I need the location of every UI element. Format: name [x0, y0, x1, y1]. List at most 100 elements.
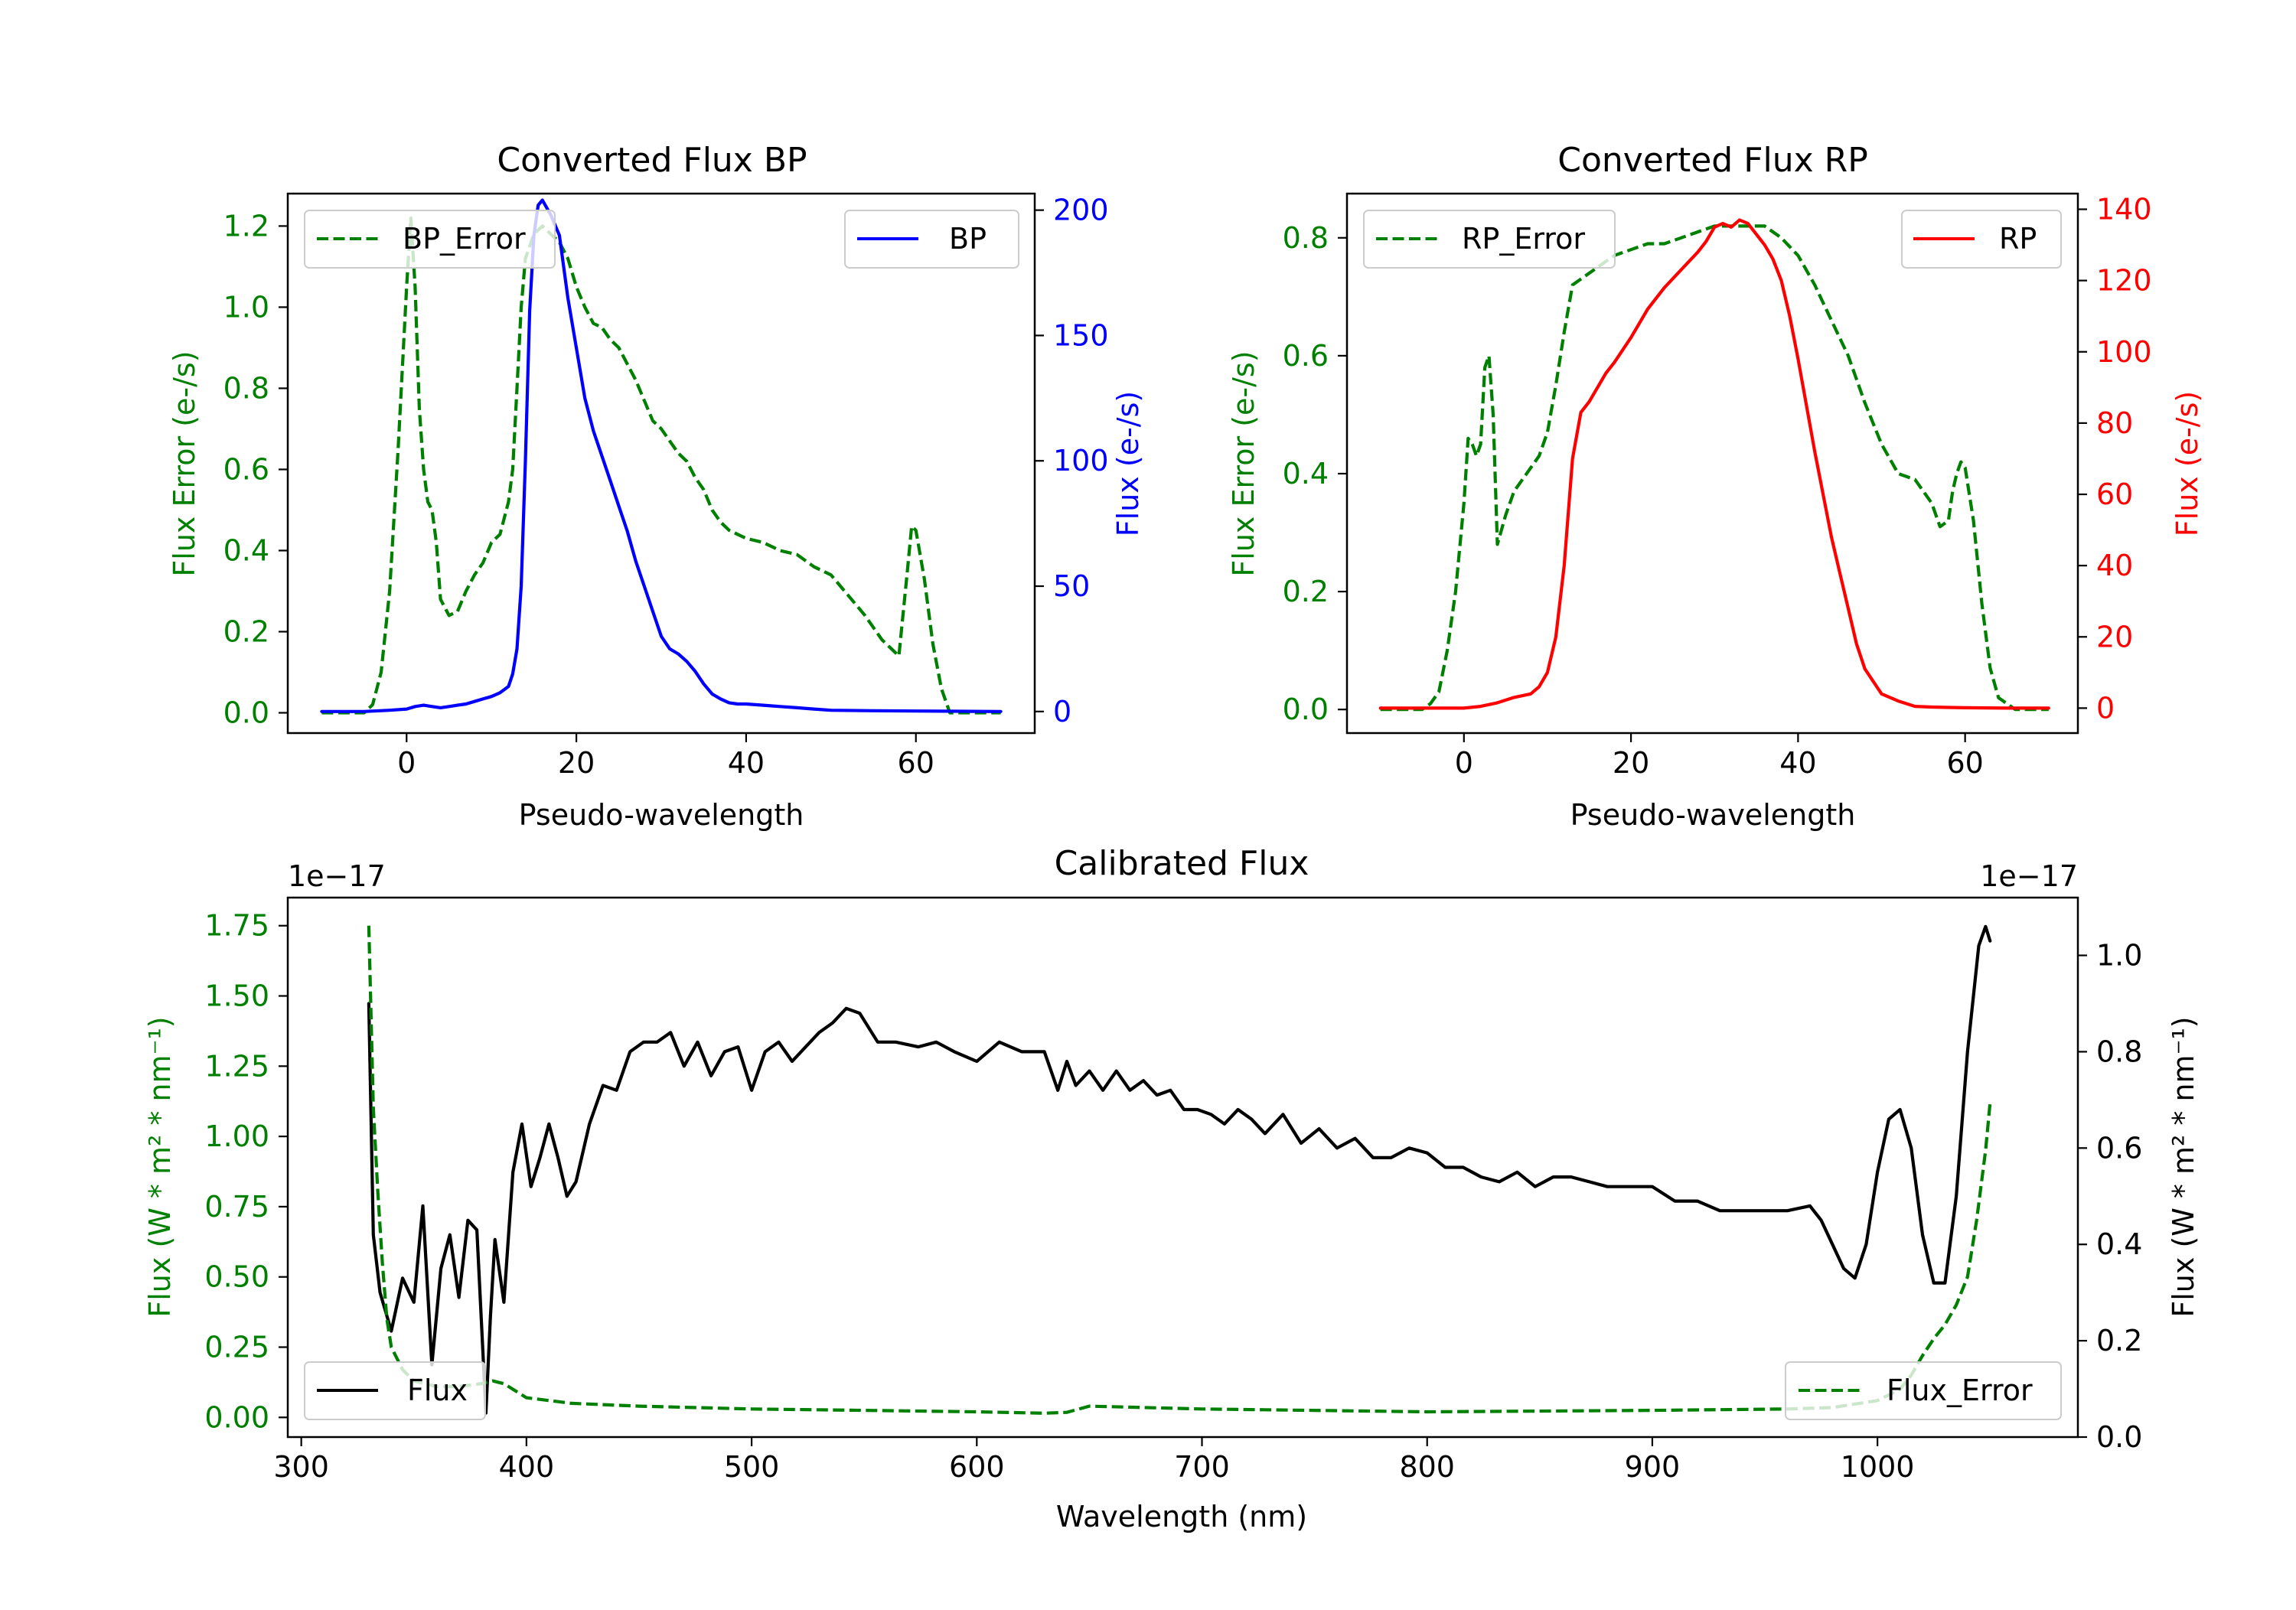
bp-x-tick-label: 0	[397, 746, 416, 780]
bp-chart-title: Converted Flux BP	[497, 141, 807, 180]
calibrated-series-flux-error-line	[367, 925, 1992, 1415]
calibrated-error-legend-label: Flux_Error	[1887, 1374, 2033, 1407]
rp-left-axis-label: Flux Error (e-/s)	[1227, 350, 1261, 576]
calibrated-x-ticks: 300 400 500 600 700 800 900 1000	[273, 1437, 1915, 1484]
rp-right-tick-label: 120	[2096, 264, 2152, 298]
calibrated-left-tick-label: 0.00	[204, 1400, 269, 1434]
calibrated-right-tick-label: 0.6	[2096, 1131, 2142, 1165]
bp-right-tick-label: 150	[1053, 318, 1109, 352]
bp-left-ticks: 0.0 0.2 0.4 0.6 0.8 1.0 1.2	[223, 209, 288, 729]
calibrated-left-tick-label: 1.75	[204, 909, 269, 943]
rp-x-tick-label: 0	[1455, 746, 1473, 780]
rp-error-legend-box	[1363, 210, 1616, 269]
bp-error-legend-box	[304, 210, 556, 269]
bp-x-tick-label: 40	[728, 746, 765, 780]
rp-left-tick-label: 0.0	[1283, 693, 1329, 726]
rp-right-ticks: 0 20 40 60 80 100 120 140	[2078, 192, 2152, 725]
calibrated-x-tick-label: 900	[1625, 1450, 1681, 1484]
bp-right-tick-label: 50	[1053, 569, 1090, 603]
rp-x-ticks: 0 20 40 60	[1455, 733, 1984, 780]
rp-left-ticks: 0.0 0.2 0.4 0.6 0.8	[1283, 221, 1347, 726]
bp-right-tick-label: 100	[1053, 444, 1109, 477]
bp-right-tick-label: 0	[1053, 695, 1071, 728]
calibrated-left-tick-label: 0.50	[204, 1260, 269, 1294]
calibrated-error-legend-box	[1785, 1361, 2062, 1420]
calibrated-x-tick-label: 400	[499, 1450, 555, 1484]
rp-right-tick-label: 80	[2096, 406, 2133, 440]
rp-flux-legend: RP	[1901, 210, 2062, 269]
calibrated-left-tick-label: 1.25	[204, 1049, 269, 1083]
calibrated-error-legend: Flux_Error	[1785, 1361, 2062, 1420]
calibrated-flux-legend-label: Flux	[407, 1374, 468, 1407]
rp-chart: Converted Flux RP 0 20 40 60 0.00.20.40.60.…	[1227, 141, 2204, 832]
calibrated-left-tick-label: 1.50	[204, 979, 269, 1013]
calibrated-right-tick-label: 0.0	[2096, 1420, 2142, 1454]
bp-left-tick-label: 0.0	[223, 696, 269, 729]
calibrated-plot-frame	[286, 896, 2079, 1439]
rp-error-legend: RP_Error	[1363, 210, 1616, 269]
bp-right-tick-label: 200	[1053, 194, 1109, 227]
calibrated-left-tick-label: 1.00	[204, 1120, 269, 1153]
rp-right-tick-label: 20	[2096, 620, 2133, 653]
calibrated-x-tick-label: 600	[949, 1450, 1005, 1484]
calibrated-right-tick-label: 0.2	[2096, 1324, 2142, 1357]
rp-error-legend-label: RP_Error	[1462, 222, 1585, 256]
bp-series-layer	[320, 198, 1003, 715]
calibrated-right-tick-label: 1.0	[2096, 939, 2142, 973]
calibrated-chart-title: Calibrated Flux	[1055, 844, 1309, 883]
bp-x-tick-label: 60	[898, 746, 934, 780]
bp-error-legend: BP_Error	[304, 210, 556, 269]
calibrated-left-ticks: 0.00 0.25 0.50 0.75 1.00 1.25 1.50 1.75	[204, 909, 288, 1434]
bp-x-ticks: 0 20 40 60	[397, 733, 934, 780]
rp-right-tick-label: 140	[2096, 192, 2152, 226]
calibrated-left-tick-label: 0.75	[204, 1190, 269, 1224]
rp-series-layer	[1378, 218, 2050, 712]
calibrated-flux-legend-box	[304, 1361, 486, 1420]
calibrated-x-tick-label: 300	[273, 1450, 329, 1484]
rp-right-tick-label: 100	[2096, 335, 2152, 369]
bp-chart: Converted Flux BP 0 20 40 60 0.00.20.40.60.…	[168, 141, 1145, 832]
calibrated-right-ticks: 0.0 0.2 0.4 0.6 0.8 1.0	[2078, 939, 2142, 1454]
rp-flux-legend-label: RP	[1999, 222, 2037, 256]
rp-right-tick-label: 0	[2096, 691, 2115, 725]
calibrated-right-offset-label: 1e−17	[1980, 859, 2078, 893]
calibrated-left-offset-label: 1e−17	[288, 859, 386, 893]
bp-left-axis-label: Flux Error (e-/s)	[168, 350, 201, 576]
calibrated-chart: Calibrated Flux 1e−17 1e−17 300 400 500 600…	[143, 844, 2200, 1533]
rp-flux-legend-box	[1901, 210, 2062, 269]
bp-left-tick-label: 0.6	[223, 452, 269, 486]
calibrated-series-layer	[367, 924, 1992, 1415]
calibrated-x-axis-label: Wavelength (nm)	[1056, 1500, 1307, 1533]
bp-left-tick-label: 0.2	[223, 614, 269, 648]
bp-right-axis-label: Flux (e-/s)	[1111, 391, 1145, 536]
calibrated-x-tick-label: 1000	[1841, 1450, 1915, 1484]
rp-plot-frame	[1345, 192, 2079, 735]
rp-x-tick-label: 60	[1946, 746, 1983, 780]
bp-series-bp-error-line	[321, 216, 1001, 715]
rp-series-rp-line	[1378, 218, 2050, 710]
rp-right-tick-label: 40	[2096, 549, 2133, 582]
rp-series-rp-error-line	[1380, 224, 2049, 712]
bp-x-axis-label: Pseudo-wavelength	[519, 798, 804, 832]
bp-right-ticks: 0 50 100 150 200	[1035, 194, 1109, 728]
bp-series-bp-line	[320, 198, 1003, 713]
rp-x-tick-label: 20	[1613, 746, 1649, 780]
calibrated-right-tick-label: 0.4	[2096, 1227, 2142, 1261]
bp-left-tick-label: 0.8	[223, 371, 269, 405]
calibrated-left-tick-label: 0.25	[204, 1331, 269, 1364]
calibrated-x-tick-label: 700	[1174, 1450, 1230, 1484]
rp-left-tick-label: 0.8	[1283, 221, 1329, 255]
bp-flux-legend-label: BP	[949, 222, 987, 256]
calibrated-series-flux-line	[367, 924, 1992, 1415]
bp-left-tick-label: 1.2	[223, 209, 269, 243]
calibrated-right-tick-label: 0.8	[2096, 1035, 2142, 1068]
bp-flux-legend: BP	[844, 210, 1019, 269]
rp-x-axis-label: Pseudo-wavelength	[1570, 798, 1856, 832]
calibrated-x-tick-label: 800	[1399, 1450, 1455, 1484]
rp-left-tick-label: 0.4	[1283, 457, 1329, 490]
rp-left-tick-label: 0.2	[1283, 575, 1329, 608]
calibrated-left-axis-label: Flux (W * m² * nm⁻¹)	[143, 1016, 177, 1317]
bp-flux-legend-box	[844, 210, 1019, 269]
